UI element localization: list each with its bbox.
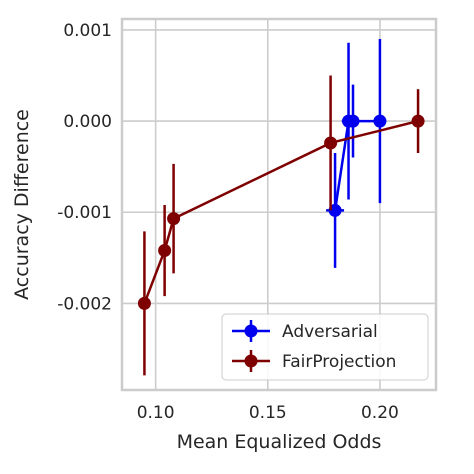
- legend-entry: FairProjection: [232, 350, 396, 372]
- legend: Adversarial FairProjection: [221, 313, 429, 381]
- legend-marker: [244, 354, 258, 368]
- legend-label: Adversarial: [282, 322, 378, 342]
- data-point: [346, 114, 360, 128]
- plot-frame: [120, 17, 438, 392]
- legend-label: FairProjection: [282, 352, 396, 372]
- series-adversarial: [326, 39, 387, 268]
- legend-entry: Adversarial: [232, 320, 378, 342]
- data-point: [167, 212, 181, 226]
- x-tick-label: 0.20: [361, 403, 399, 423]
- data-point: [137, 296, 151, 310]
- x-axis-label: Mean Equalized Odds: [177, 431, 382, 453]
- series-layer: [137, 39, 425, 376]
- data-point: [158, 244, 172, 258]
- x-ticks: 0.10 0.15 0.20: [137, 403, 399, 423]
- y-tick-label: -0.002: [57, 294, 112, 314]
- legend-marker: [244, 324, 258, 338]
- y-ticks: 0.001 0.000 -0.001 -0.002: [57, 21, 112, 314]
- x-tick-label: 0.10: [137, 403, 175, 423]
- y-tick-label: 0.000: [63, 112, 112, 132]
- series-line: [333, 119, 380, 211]
- series-fairprojection: [137, 75, 425, 376]
- data-point: [411, 114, 425, 128]
- y-tick-label: -0.001: [57, 203, 112, 223]
- legend-box: [221, 313, 429, 381]
- y-axis-label: Accuracy Difference: [11, 109, 33, 300]
- x-tick-label: 0.15: [249, 403, 287, 423]
- data-point: [373, 114, 387, 128]
- data-point: [324, 136, 338, 150]
- y-tick-label: 0.001: [63, 21, 112, 41]
